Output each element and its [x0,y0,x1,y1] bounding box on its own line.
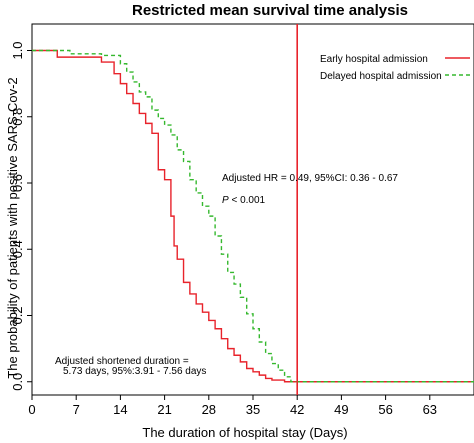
x-tick-label: 63 [423,402,437,417]
p-value-text: < 0.001 [229,195,266,206]
x-tick-label: 35 [246,402,260,417]
duration-annotation-line2: 5.73 days, 95%:3.91 - 7.56 days [63,366,206,377]
x-axis-label: The duration of hospital stay (Days) [142,425,347,440]
p-value-annotation: P < 0.001 [222,195,266,206]
series-line-early [32,49,474,383]
x-tick-label: 42 [290,402,304,417]
x-tick-label: 0 [28,402,35,417]
legend-label-early: Early hospital admission [320,54,428,65]
axis-ticks: 0 7 14 21 28 35 42 49 56 63 0.0 0.2 0.4 0.6 0.8 1.0 [10,41,437,417]
series-line-delayed [32,49,474,383]
series-layer [32,49,474,383]
x-tick-label: 28 [202,402,216,417]
chart-title: Restricted mean survival time analysis [132,2,408,19]
x-tick-label: 21 [157,402,171,417]
y-tick-label: 0.2 [10,306,25,324]
p-value-symbol: P [222,195,229,206]
y-tick-label: 1.0 [10,41,25,59]
y-tick-label: 0.6 [10,174,25,192]
hazard-ratio-annotation: Adjusted HR = 0.49, 95%CI: 0.36 - 0.67 [222,173,398,184]
x-tick-label: 7 [73,402,80,417]
y-axis-label: The probability of patients with positiv… [5,77,20,378]
y-tick-label: 0.8 [10,108,25,126]
y-tick-label: 0.0 [10,373,25,391]
legend-label-delayed: Delayed hospital admission [320,71,442,82]
duration-annotation-line1: Adjusted shortened duration = [55,356,189,367]
legend: Early hospital admission Delayed hospita… [320,54,470,82]
x-tick-label: 56 [378,402,392,417]
x-tick-label: 49 [334,402,348,417]
y-tick-label: 0.4 [10,240,25,258]
x-tick-label: 14 [113,402,127,417]
